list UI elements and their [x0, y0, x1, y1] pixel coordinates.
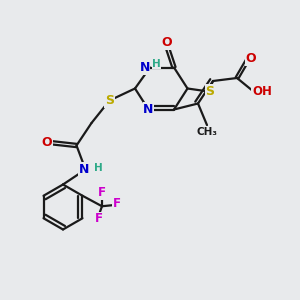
Text: N: N: [140, 61, 150, 74]
Text: O: O: [42, 136, 52, 149]
Text: S: S: [105, 94, 114, 107]
Text: S: S: [206, 85, 214, 98]
Text: N: N: [79, 163, 89, 176]
Text: O: O: [161, 36, 172, 49]
Text: O: O: [246, 52, 256, 65]
Text: H: H: [152, 59, 161, 69]
Text: F: F: [113, 197, 121, 210]
Text: H: H: [94, 163, 103, 173]
Text: F: F: [95, 212, 103, 225]
Text: OH: OH: [252, 85, 272, 98]
Text: CH₃: CH₃: [196, 127, 218, 137]
Text: F: F: [98, 186, 106, 199]
Text: N: N: [143, 103, 154, 116]
